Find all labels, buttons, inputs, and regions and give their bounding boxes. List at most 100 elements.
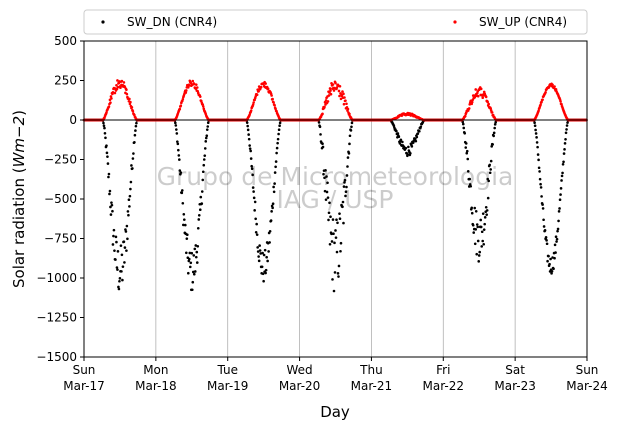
point-sw-dn <box>204 136 208 140</box>
point-sw-dn <box>261 272 265 276</box>
point-sw-dn <box>461 120 465 124</box>
point-sw-up <box>181 97 185 101</box>
point-sw-dn <box>107 175 110 179</box>
point-sw-dn <box>565 124 569 127</box>
point-sw-dn <box>200 202 204 205</box>
point-sw-dn <box>344 194 347 198</box>
point-sw-dn <box>404 146 408 150</box>
point-sw-dn <box>128 205 131 208</box>
point-sw-dn <box>541 207 545 210</box>
point-sw-dn <box>185 233 189 237</box>
point-sw-dn <box>345 174 349 177</box>
point-sw-dn <box>202 163 206 167</box>
point-sw-dn <box>478 250 482 254</box>
point-sw-dn <box>550 272 553 275</box>
point-sw-dn <box>462 126 466 130</box>
x-tick-label-date: Mar-22 <box>423 379 464 393</box>
point-sw-dn <box>127 213 130 217</box>
point-sw-dn <box>401 140 404 144</box>
point-sw-dn <box>332 232 335 235</box>
point-sw-up <box>113 91 117 95</box>
point-sw-dn <box>261 251 264 255</box>
point-sw-up <box>191 79 195 83</box>
point-sw-dn <box>189 261 193 265</box>
point-sw-dn <box>119 244 123 247</box>
point-sw-dn <box>555 237 559 241</box>
point-sw-dn <box>132 152 135 155</box>
point-sw-dn <box>268 230 272 233</box>
point-sw-dn <box>492 134 495 138</box>
point-sw-dn <box>125 249 128 252</box>
point-sw-up <box>539 103 542 107</box>
point-sw-dn <box>121 265 125 268</box>
point-sw-dn <box>256 246 259 249</box>
point-sw-dn <box>176 140 179 143</box>
watermark-line-1: Grupo de Micrometeorologia <box>157 162 514 191</box>
point-sw-up <box>255 93 259 97</box>
point-sw-dn <box>177 148 180 152</box>
point-sw-dn <box>271 206 274 210</box>
y-tick-label: −1500 <box>36 350 77 364</box>
point-sw-dn <box>110 201 113 204</box>
point-sw-dn <box>418 129 421 133</box>
point-sw-up <box>544 90 547 94</box>
point-sw-dn <box>265 255 268 259</box>
point-sw-dn <box>251 173 254 177</box>
point-sw-dn <box>483 222 487 226</box>
point-sw-dn <box>492 131 496 135</box>
point-sw-dn <box>192 254 196 257</box>
point-sw-dn <box>328 242 332 246</box>
point-sw-dn <box>477 260 481 263</box>
point-sw-dn <box>473 206 477 210</box>
point-sw-dn <box>331 218 335 221</box>
point-sw-dn <box>546 259 549 263</box>
point-sw-dn <box>475 252 479 256</box>
point-sw-dn <box>133 140 136 144</box>
point-sw-dn <box>559 193 562 196</box>
point-sw-dn <box>537 166 541 170</box>
point-sw-dn <box>120 270 123 273</box>
point-sw-up <box>487 102 491 106</box>
point-sw-up <box>251 103 255 106</box>
point-sw-dn <box>199 195 203 199</box>
y-tick-label: −750 <box>44 232 77 246</box>
point-sw-dn <box>253 209 256 212</box>
point-sw-dn <box>466 169 470 173</box>
point-sw-dn <box>276 141 279 145</box>
point-sw-dn <box>106 155 109 158</box>
point-sw-up <box>120 79 124 83</box>
point-sw-dn <box>264 271 267 275</box>
point-sw-dn <box>533 124 537 128</box>
point-sw-dn <box>109 213 113 216</box>
point-sw-dn <box>542 218 545 222</box>
point-sw-dn <box>198 208 202 212</box>
point-sw-dn <box>182 212 186 216</box>
point-sw-dn <box>107 172 111 176</box>
point-sw-up <box>481 96 485 100</box>
point-sw-dn <box>491 143 494 146</box>
point-sw-dn <box>333 271 337 274</box>
point-sw-dn <box>487 179 491 183</box>
point-sw-dn <box>481 239 485 243</box>
point-sw-dn <box>409 151 412 155</box>
point-sw-dn <box>127 198 131 202</box>
point-sw-dn <box>484 205 488 209</box>
point-sw-dn <box>482 242 486 246</box>
point-sw-dn <box>556 227 560 231</box>
point-sw-dn <box>334 236 338 239</box>
point-sw-dn <box>350 125 353 129</box>
point-sw-dn <box>184 223 187 227</box>
point-sw-dn <box>488 163 491 167</box>
point-sw-dn <box>187 257 191 261</box>
point-sw-dn <box>551 256 554 259</box>
point-sw-dn <box>115 266 119 269</box>
point-sw-dn <box>539 186 543 189</box>
point-sw-dn <box>252 196 256 200</box>
point-sw-dn <box>125 224 129 228</box>
point-sw-dn <box>563 142 567 145</box>
point-sw-dn <box>348 142 351 146</box>
point-sw-up <box>470 100 474 104</box>
point-sw-dn <box>123 261 126 264</box>
point-sw-up <box>119 86 122 90</box>
point-sw-dn <box>493 123 497 126</box>
